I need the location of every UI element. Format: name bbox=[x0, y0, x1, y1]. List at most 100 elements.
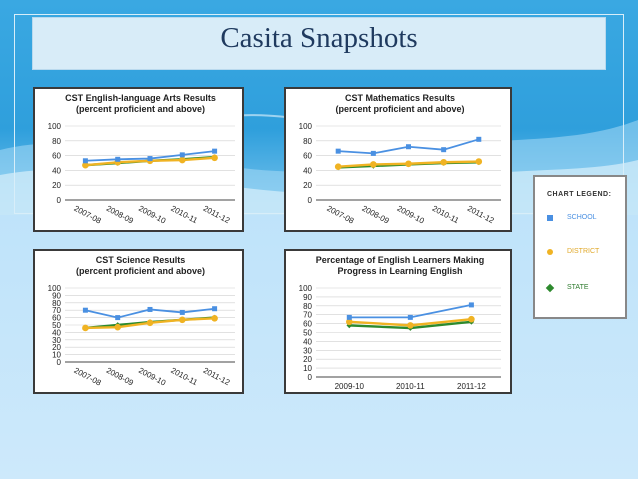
data-point-district bbox=[334, 163, 342, 170]
x-tick-label: 2011-12 bbox=[202, 204, 232, 226]
chart-panel-el: Percentage of English Learners Making Pro… bbox=[284, 249, 512, 394]
data-point-district bbox=[370, 161, 377, 168]
x-tick-label: 2007-08 bbox=[325, 204, 356, 226]
x-tick-label: 2010-11 bbox=[431, 204, 461, 226]
data-point-district bbox=[114, 323, 121, 331]
data-point-school bbox=[179, 152, 185, 158]
chart-title: Percentage of English Learners Making bbox=[316, 255, 485, 265]
data-point-district bbox=[179, 156, 186, 164]
data-point-district bbox=[440, 158, 447, 166]
data-point-school bbox=[441, 147, 447, 153]
chart-title: CST Science Results bbox=[96, 255, 186, 265]
data-point-school bbox=[407, 314, 413, 320]
y-tick-label: 60 bbox=[303, 152, 312, 161]
y-tick-label: 20 bbox=[52, 343, 61, 352]
data-point-school bbox=[212, 306, 218, 312]
y-tick-label: 0 bbox=[57, 196, 62, 205]
legend-label-state: STATE bbox=[567, 284, 589, 291]
y-tick-label: 0 bbox=[308, 196, 313, 205]
data-point-school bbox=[179, 309, 185, 315]
title-box bbox=[32, 17, 606, 70]
y-tick-label: 100 bbox=[48, 284, 62, 293]
chart-title: CST English-language Arts Results bbox=[65, 93, 216, 103]
y-tick-label: 10 bbox=[52, 351, 61, 360]
x-tick-label: 2010-11 bbox=[169, 366, 199, 388]
data-point-school bbox=[115, 156, 121, 162]
data-point-school bbox=[468, 302, 474, 308]
x-tick-label: 2009-10 bbox=[137, 204, 168, 226]
data-point-school bbox=[212, 148, 218, 154]
data-point-district bbox=[211, 315, 218, 322]
data-point-school bbox=[147, 306, 153, 312]
y-tick-label: 20 bbox=[52, 181, 61, 190]
data-point-district bbox=[82, 161, 89, 169]
y-tick-label: 100 bbox=[299, 122, 313, 131]
data-point-school bbox=[346, 314, 352, 320]
square-marker-icon bbox=[547, 215, 553, 221]
y-tick-label: 100 bbox=[299, 284, 313, 293]
x-tick-label: 2008-09 bbox=[360, 204, 391, 226]
y-tick-label: 90 bbox=[52, 291, 61, 300]
y-tick-label: 20 bbox=[303, 355, 312, 364]
x-tick-label: 2009-10 bbox=[137, 366, 168, 388]
data-point-school bbox=[115, 315, 121, 321]
x-tick-label: 2009-10 bbox=[335, 382, 365, 391]
y-tick-label: 60 bbox=[52, 314, 61, 323]
chart-legend: CHART LEGEND: SCHOOL DISTRICT STATE bbox=[533, 175, 627, 319]
legend-label-district: DISTRICT bbox=[567, 248, 600, 255]
chart-science: CST Science Results(percent proficient a… bbox=[48, 255, 235, 388]
data-point-district bbox=[405, 160, 412, 168]
y-tick-label: 90 bbox=[303, 293, 312, 302]
y-tick-label: 40 bbox=[52, 328, 61, 337]
x-tick-label: 2010-11 bbox=[169, 204, 199, 226]
data-point-school bbox=[147, 156, 153, 162]
y-tick-label: 60 bbox=[52, 152, 61, 161]
circle-marker-icon bbox=[547, 249, 553, 255]
data-point-school bbox=[476, 136, 482, 142]
chart-panel-science: CST Science Results (percent proficient a… bbox=[33, 249, 244, 394]
chart-subtitle: (percent proficient and above) bbox=[76, 266, 205, 276]
chart-subtitle: Progress in Learning English bbox=[337, 266, 462, 276]
data-point-district bbox=[407, 322, 414, 329]
data-point-school bbox=[82, 307, 88, 313]
chart-panel-math: CST Mathematics Results (percent proficie… bbox=[284, 87, 512, 232]
data-point-school bbox=[82, 158, 88, 164]
y-tick-label: 60 bbox=[303, 320, 312, 329]
y-tick-label: 20 bbox=[303, 181, 312, 190]
x-tick-label: 2007-08 bbox=[72, 366, 103, 388]
y-tick-label: 40 bbox=[303, 337, 312, 346]
y-tick-label: 80 bbox=[303, 137, 312, 146]
y-tick-label: 10 bbox=[303, 364, 312, 373]
y-tick-label: 70 bbox=[52, 306, 61, 315]
legend-label-school: SCHOOL bbox=[567, 214, 597, 221]
data-point-district bbox=[82, 324, 89, 332]
y-tick-label: 80 bbox=[52, 137, 61, 146]
y-tick-label: 80 bbox=[52, 299, 61, 308]
y-tick-label: 30 bbox=[52, 336, 61, 345]
x-tick-label: 2009-10 bbox=[396, 204, 427, 226]
chart-subtitle: (percent proficient and above) bbox=[335, 104, 464, 114]
x-tick-label: 2011-12 bbox=[466, 204, 496, 226]
diamond-marker-icon bbox=[545, 283, 555, 293]
x-tick-label: 2011-12 bbox=[457, 382, 486, 391]
chart-math: CST Mathematics Results(percent proficie… bbox=[299, 93, 501, 226]
x-tick-label: 2010-11 bbox=[396, 382, 425, 391]
x-tick-label: 2008-09 bbox=[105, 366, 136, 388]
y-tick-label: 50 bbox=[52, 321, 61, 330]
y-tick-label: 0 bbox=[308, 373, 313, 382]
legend-title: CHART LEGEND: bbox=[547, 191, 612, 198]
chart-subtitle: (percent proficient and above) bbox=[76, 104, 205, 114]
data-point-district bbox=[211, 154, 218, 162]
y-tick-label: 50 bbox=[303, 329, 312, 338]
data-point-school bbox=[370, 150, 376, 156]
y-tick-label: 30 bbox=[303, 346, 312, 355]
chart-panel-ela: CST English-language Arts Results (percen… bbox=[33, 87, 244, 232]
y-tick-label: 0 bbox=[57, 358, 62, 367]
y-tick-label: 100 bbox=[48, 122, 62, 131]
data-point-district bbox=[346, 318, 353, 326]
slide-title: Casita Snapshots bbox=[220, 22, 418, 54]
x-tick-label: 2007-08 bbox=[72, 204, 103, 226]
data-point-school bbox=[335, 148, 341, 154]
data-point-district bbox=[146, 319, 154, 327]
chart-ela: CST English-language Arts Results(percen… bbox=[48, 93, 235, 226]
